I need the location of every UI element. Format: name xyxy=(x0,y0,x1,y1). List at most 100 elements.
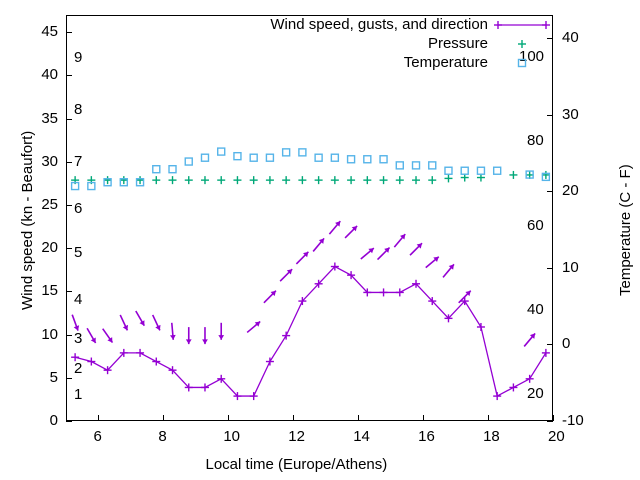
pressure-point xyxy=(282,176,291,185)
legend-marker xyxy=(494,21,502,29)
legend-key xyxy=(518,40,526,48)
pressure-point xyxy=(363,176,372,185)
x-tick-label: 12 xyxy=(288,428,305,445)
temperature-point xyxy=(411,161,421,170)
wind-gust-arrow xyxy=(328,220,341,235)
wind-speed-point xyxy=(525,374,534,383)
temperature-point xyxy=(200,153,210,162)
axis-tick xyxy=(66,377,72,379)
pressure-point xyxy=(379,176,388,185)
y-tick-label: 5 xyxy=(49,368,58,386)
axis-tick xyxy=(66,248,72,250)
beaufort-label: 9 xyxy=(74,49,83,67)
axis-tick xyxy=(66,334,72,336)
pressure-point xyxy=(119,176,128,185)
temperature-point xyxy=(363,155,372,164)
wind-speed-point xyxy=(233,392,242,401)
temperature-point xyxy=(152,165,161,174)
y-tick-label: 35 xyxy=(41,109,58,127)
x-tick-label: 8 xyxy=(158,428,167,445)
y2-tick-label: -10 xyxy=(562,412,584,429)
wind-speed-point xyxy=(476,322,485,331)
pressure-point xyxy=(347,176,356,185)
axis-tick xyxy=(423,415,425,421)
wind-speed-point xyxy=(395,288,404,297)
axis-tick xyxy=(98,415,100,421)
pressure-point xyxy=(412,176,421,185)
y2-tick-label: 10 xyxy=(562,258,579,276)
temperature-point xyxy=(265,153,275,162)
temperature-point xyxy=(444,166,453,175)
axis-tick xyxy=(488,415,490,421)
axis-tick xyxy=(293,415,295,421)
wind-gust-arrow xyxy=(523,332,536,347)
wind-speed-point xyxy=(87,357,96,366)
temperature-point xyxy=(541,172,551,182)
wind-speed-point xyxy=(249,392,258,401)
axis-tick xyxy=(66,205,72,207)
axis-tick xyxy=(228,415,230,421)
temperature-point xyxy=(395,161,404,170)
axis-tick xyxy=(547,344,553,346)
fahrenheit-label: 40 xyxy=(527,300,544,318)
y-tick-label: 40 xyxy=(41,66,58,84)
wind-gust-arrow xyxy=(409,242,423,256)
wind-speed-point xyxy=(412,279,421,288)
temperature-point xyxy=(281,148,291,157)
temperature-point xyxy=(314,153,323,162)
wind-gust-arrow xyxy=(202,327,208,345)
legend-key xyxy=(494,21,550,29)
temperature-point xyxy=(249,153,258,162)
wind-gust-arrow xyxy=(458,290,472,304)
pressure-point xyxy=(200,176,209,185)
wind-gust-arrow xyxy=(425,256,440,269)
fahrenheit-label: 20 xyxy=(527,385,544,403)
pressure-point xyxy=(217,176,226,185)
y2-tick-label: 0 xyxy=(562,335,571,353)
x-tick-label: 20 xyxy=(548,428,565,445)
wind-speed-point xyxy=(200,383,209,392)
wind-speed-point xyxy=(428,297,437,306)
temperature-point xyxy=(492,166,502,175)
temperature-point xyxy=(217,147,226,156)
wind-gust-arrow xyxy=(393,233,406,248)
axis-tick xyxy=(358,415,360,421)
legend-label: Pressure xyxy=(427,35,488,52)
y-tick-label: 0 xyxy=(49,412,58,429)
wind-speed-point xyxy=(119,348,128,357)
temperature-point xyxy=(476,166,486,175)
temperature-point xyxy=(70,181,80,191)
x-tick-label: 18 xyxy=(483,428,500,445)
pressure-point xyxy=(298,176,307,185)
beaufort-label: 8 xyxy=(74,101,83,119)
wind-gust-arrow xyxy=(442,263,455,278)
axis-tick xyxy=(66,118,72,120)
y-tick-label: 10 xyxy=(41,325,58,343)
y2-tick-label: 30 xyxy=(562,105,579,123)
wind-gust-arrow xyxy=(119,314,129,331)
axis-tick xyxy=(66,421,72,422)
pressure-point xyxy=(444,174,453,183)
y-tick-label: 25 xyxy=(41,196,58,214)
wind-gust-arrow xyxy=(86,327,97,344)
legend-label: Temperature xyxy=(403,54,488,71)
temperature-point xyxy=(87,181,96,191)
x-axis-title: Local time (Europe/Athens) xyxy=(205,456,388,473)
wind-gust-arrow xyxy=(360,247,375,260)
temperature-point xyxy=(233,151,242,161)
pressure-point xyxy=(233,176,242,185)
wind-speed-line xyxy=(74,265,547,398)
legend-marker xyxy=(518,40,526,48)
temperature-point xyxy=(184,157,193,166)
x-tick-label: 10 xyxy=(223,428,241,445)
axis-tick xyxy=(547,267,553,269)
wind-speed-point xyxy=(493,392,502,401)
pressure-point xyxy=(265,176,274,185)
axis-tick xyxy=(547,191,553,193)
beaufort-label: 7 xyxy=(74,152,83,170)
beaufort-label: 4 xyxy=(74,291,83,309)
legend-marker xyxy=(517,58,527,68)
wind-speed-point xyxy=(282,331,291,340)
wind-gust-arrow xyxy=(246,320,261,334)
temperature-point xyxy=(119,178,129,187)
